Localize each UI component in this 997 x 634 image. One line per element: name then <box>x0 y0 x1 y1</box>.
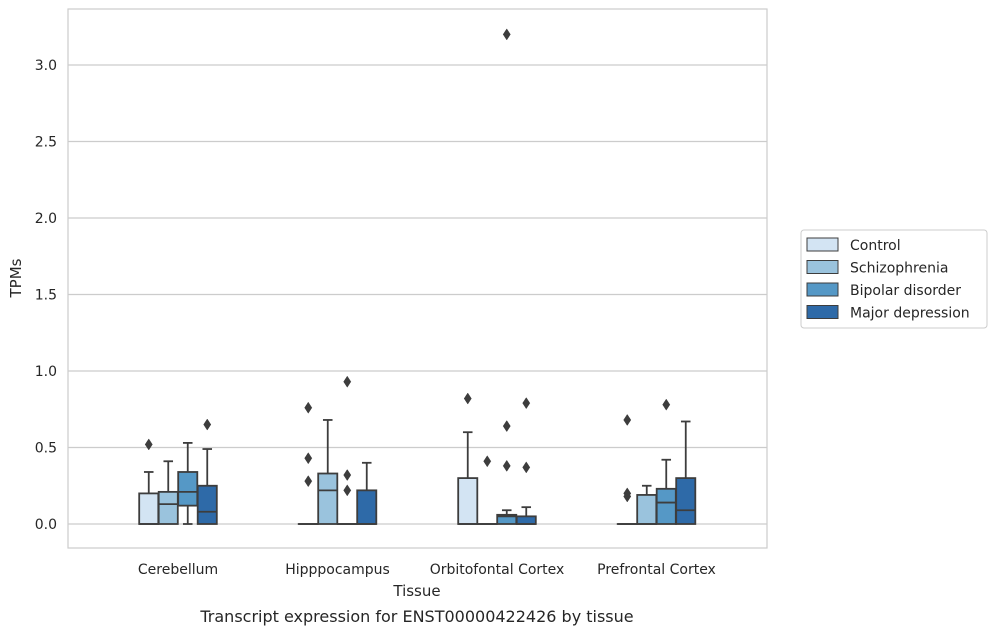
box-body <box>457 477 479 525</box>
outlier-point <box>623 487 632 500</box>
legend-frame <box>800 229 988 329</box>
legend-swatch <box>806 282 839 297</box>
x-tick-label: Cerebellum <box>138 562 218 578</box>
outlier-point <box>502 28 511 41</box>
outlier-point <box>483 455 492 468</box>
legend-label: Major depression <box>850 306 970 322</box>
box-major-depression <box>356 461 378 525</box>
box-control <box>138 438 160 525</box>
box-bipolar-disorder <box>655 398 677 525</box>
y-tick-label: 1.0 <box>35 364 57 380</box>
box-schizophrenia <box>317 419 339 525</box>
box-body <box>317 472 339 525</box>
box-body <box>356 489 378 525</box>
box-bipolar-disorder <box>336 375 358 525</box>
outlier-point <box>203 418 212 431</box>
grid-lines <box>68 64 767 525</box>
outlier-point <box>662 398 671 411</box>
box-major-depression <box>515 397 537 525</box>
box-body <box>655 487 677 525</box>
y-tick-label: 0.0 <box>35 517 57 533</box>
legend-swatch <box>806 260 839 274</box>
box-schizophrenia <box>476 455 498 525</box>
outlier-point <box>304 401 313 414</box>
box-body <box>675 477 697 525</box>
x-tick-labels: Cerebellum Hipppocampus Orbitofontal Corte… <box>138 562 716 578</box>
outlier-point <box>502 420 511 433</box>
x-tick-label: Orbitofontal Cortex <box>430 562 565 578</box>
box-control <box>297 401 319 525</box>
outlier-point <box>463 392 472 405</box>
outlier-point <box>522 461 531 474</box>
y-tick-label: 3.0 <box>35 58 57 74</box>
box-groups <box>138 28 697 525</box>
outlier-point <box>343 484 352 497</box>
y-tick-label: 1.5 <box>35 288 57 304</box>
legend-swatch <box>806 237 839 252</box>
x-tick-label: Prefrontal Cortex <box>597 562 716 578</box>
box-body <box>138 492 160 525</box>
legend-label: Bipolar disorder <box>850 283 961 299</box>
box-schizophrenia <box>157 460 179 525</box>
box-bipolar-disorder <box>496 28 518 525</box>
box-body <box>196 484 218 525</box>
outlier-point <box>304 452 313 465</box>
y-tick-label: 2.0 <box>35 211 57 227</box>
box-control <box>457 392 479 525</box>
legend: Control Schizophrenia Bipolar disorder Majo… <box>800 229 988 329</box>
box-body <box>157 490 179 525</box>
chart-caption: Transcript expression for ENST0000042242… <box>199 607 633 626</box>
y-tick-label: 0.5 <box>35 441 57 457</box>
outlier-point <box>522 397 531 410</box>
outlier-point <box>144 438 153 451</box>
box-body <box>177 471 199 507</box>
box-body <box>515 515 537 525</box>
box-major-depression <box>196 418 218 525</box>
x-tick-label: Hipppocampus <box>285 562 390 578</box>
outlier-point <box>304 475 313 488</box>
outlier-point <box>343 375 352 388</box>
box-major-depression <box>675 420 697 525</box>
x-axis-label: Tissue <box>392 582 440 600</box>
y-tick-labels: 0.0 0.5 1.0 1.5 2.0 2.5 3.0 <box>35 58 57 533</box>
plot-frame <box>67 8 768 549</box>
outlier-point <box>343 469 352 481</box>
box-body <box>636 494 658 525</box>
outlier-point <box>502 459 511 472</box>
box-schizophrenia <box>636 484 658 525</box>
y-axis-label: TPMs <box>7 258 25 298</box>
outlier-point <box>623 414 632 426</box>
box-bipolar-disorder <box>177 442 199 525</box>
box-control <box>616 414 638 525</box>
legend-swatch <box>806 305 839 319</box>
y-tick-label: 2.5 <box>35 135 57 151</box>
legend-label: Control <box>850 238 901 254</box>
legend-label: Schizophrenia <box>850 261 948 277</box>
